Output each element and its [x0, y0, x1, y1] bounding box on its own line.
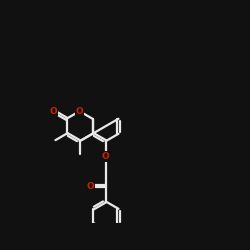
Text: O: O	[76, 107, 84, 116]
Text: O: O	[50, 107, 58, 116]
Text: O: O	[87, 182, 94, 191]
Text: O: O	[102, 152, 110, 161]
